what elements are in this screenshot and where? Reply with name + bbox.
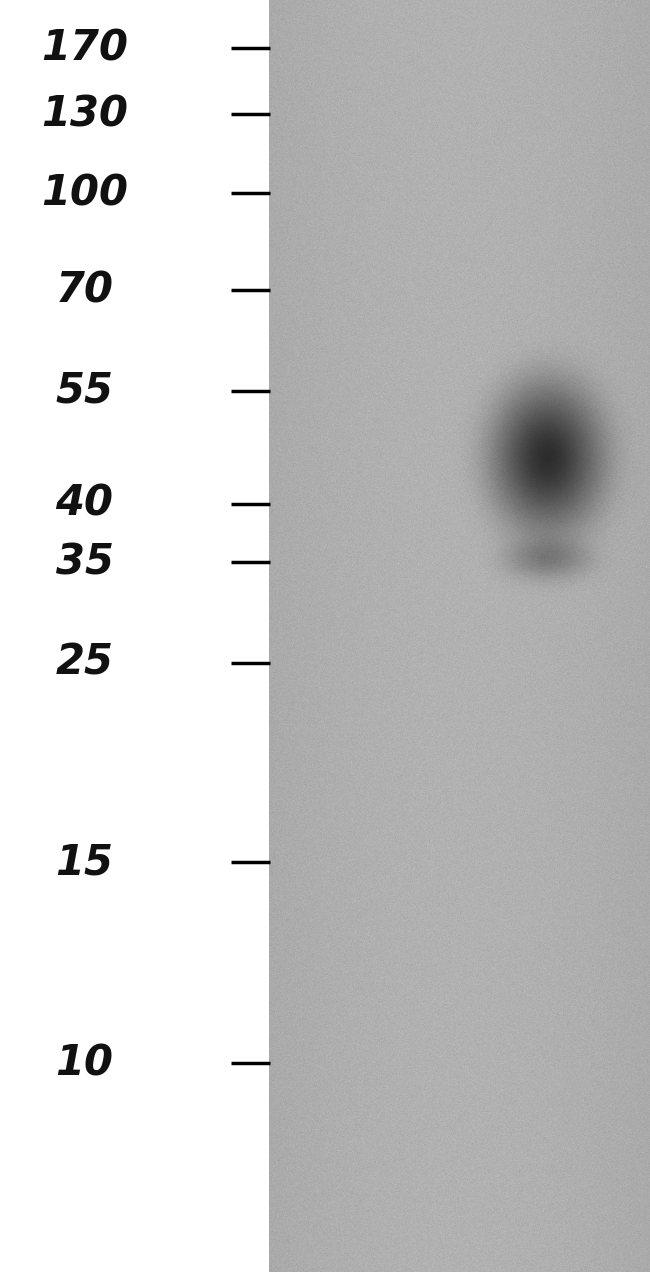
Text: 55: 55: [55, 369, 114, 412]
Text: 100: 100: [41, 172, 128, 215]
Text: 25: 25: [55, 641, 114, 684]
Text: 15: 15: [55, 841, 114, 884]
Text: 170: 170: [41, 27, 128, 70]
Text: 70: 70: [55, 268, 114, 312]
Text: 35: 35: [55, 541, 114, 584]
Text: 40: 40: [55, 482, 114, 525]
Text: 130: 130: [41, 93, 128, 136]
Text: 10: 10: [55, 1042, 114, 1085]
